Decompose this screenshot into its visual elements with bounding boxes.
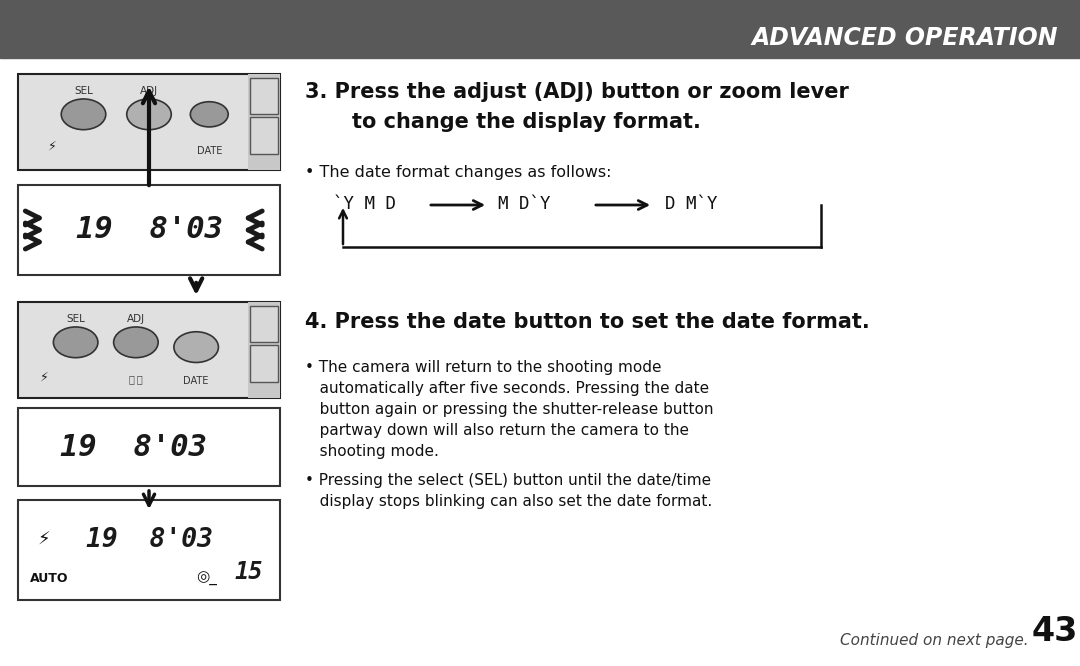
Text: ADJ: ADJ — [140, 87, 158, 97]
Text: ◎_: ◎_ — [197, 571, 217, 585]
Bar — [249, 306, 278, 342]
Text: DATE: DATE — [197, 146, 222, 156]
Text: D M`Y: D M`Y — [665, 195, 717, 213]
Text: • Pressing the select (SEL) button until the date/time: • Pressing the select (SEL) button until… — [305, 473, 711, 488]
Bar — [249, 345, 278, 382]
Text: partway down will also return the camera to the: partway down will also return the camera… — [305, 423, 689, 438]
Bar — [0, 0, 1080, 58]
Text: 19  8'03: 19 8'03 — [59, 432, 206, 462]
Bar — [248, 302, 280, 398]
Text: 19  8'03: 19 8'03 — [76, 216, 222, 244]
Text: button again or pressing the shutter-release button: button again or pressing the shutter-rel… — [305, 402, 714, 417]
Text: automatically after five seconds. Pressing the date: automatically after five seconds. Pressi… — [305, 381, 710, 396]
Text: ⚡: ⚡ — [38, 531, 51, 549]
Ellipse shape — [190, 102, 228, 127]
Text: ADVANCED OPERATION: ADVANCED OPERATION — [752, 26, 1058, 50]
Ellipse shape — [62, 99, 106, 130]
Ellipse shape — [126, 99, 172, 130]
Bar — [18, 74, 280, 170]
Text: ⚡: ⚡ — [48, 139, 56, 153]
Text: display stops blinking can also set the date format.: display stops blinking can also set the … — [305, 494, 712, 509]
Text: shooting mode.: shooting mode. — [305, 444, 438, 459]
Text: • The date format changes as follows:: • The date format changes as follows: — [305, 165, 611, 180]
Bar — [248, 74, 280, 170]
Text: 15: 15 — [234, 560, 262, 584]
Text: `Y M D: `Y M D — [333, 195, 396, 213]
Bar — [18, 500, 280, 600]
Text: 19  8'03: 19 8'03 — [85, 527, 213, 553]
Text: to change the display format.: to change the display format. — [323, 112, 701, 132]
Text: ⚡: ⚡ — [40, 370, 49, 384]
Text: 3. Press the adjust (ADJ) button or zoom lever: 3. Press the adjust (ADJ) button or zoom… — [305, 82, 849, 102]
Text: • The camera will return to the shooting mode: • The camera will return to the shooting… — [305, 360, 661, 375]
Text: ADJ: ADJ — [126, 314, 145, 324]
Text: SEL: SEL — [66, 314, 85, 324]
Bar — [18, 185, 280, 275]
Ellipse shape — [53, 327, 98, 358]
Text: M D`Y: M D`Y — [498, 195, 551, 213]
Bar — [249, 78, 278, 115]
Bar — [18, 302, 280, 398]
Text: Continued on next page.: Continued on next page. — [840, 633, 1028, 648]
Bar — [249, 117, 278, 154]
Ellipse shape — [113, 327, 158, 358]
Text: AUTO: AUTO — [30, 571, 69, 585]
Text: 43: 43 — [1031, 615, 1078, 648]
Text: 4. Press the date button to set the date format.: 4. Press the date button to set the date… — [305, 312, 869, 332]
Text: ⏱ 🖊: ⏱ 🖊 — [129, 374, 143, 384]
Ellipse shape — [174, 332, 218, 362]
Text: SEL: SEL — [75, 87, 93, 97]
Text: DATE: DATE — [184, 376, 208, 386]
Bar — [18, 408, 280, 486]
